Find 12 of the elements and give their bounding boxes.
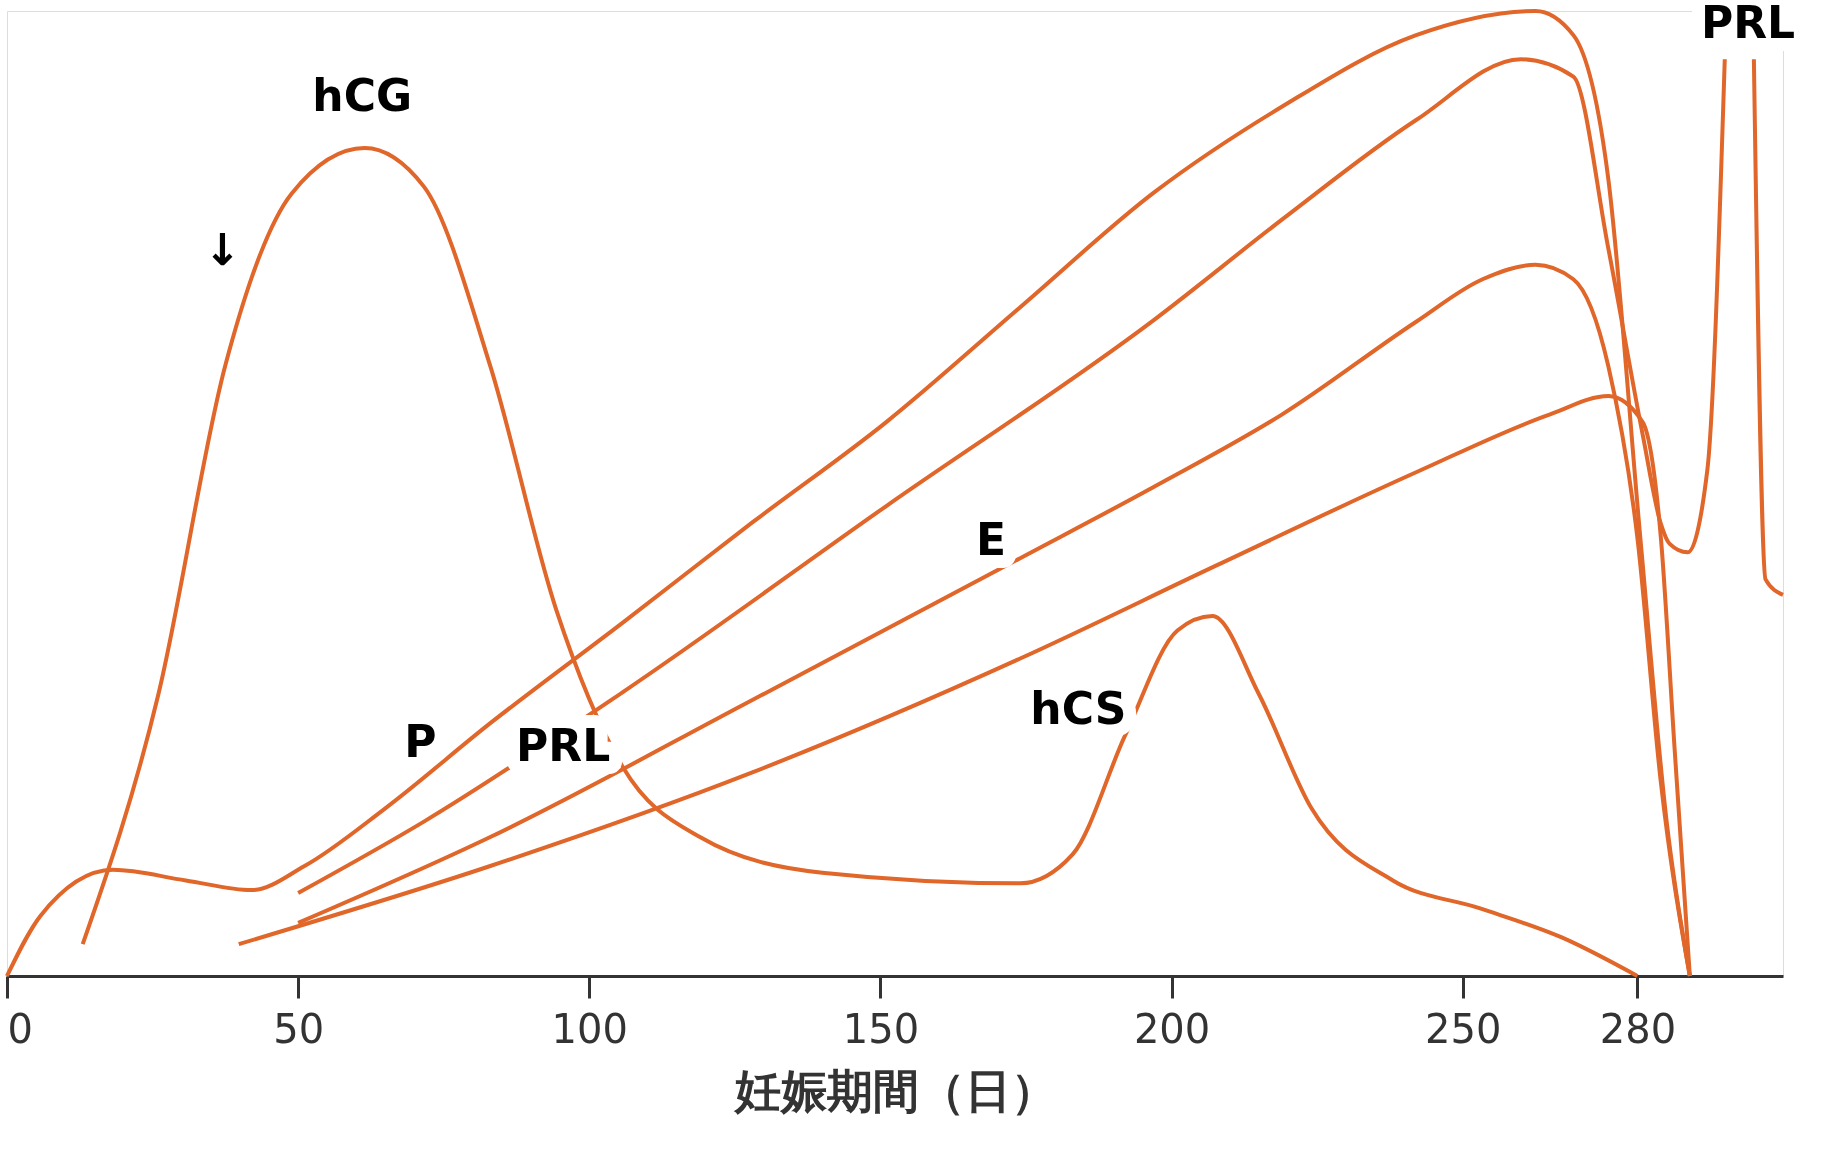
x-tick-label: 0 [7, 1005, 33, 1052]
x-axis-title: 妊娠期間（日） [732, 1063, 1057, 1118]
x-tick-label: 50 [273, 1005, 325, 1052]
x-tick-label: 100 [551, 1005, 628, 1052]
x-tick-label: 250 [1425, 1005, 1502, 1052]
annotation: hCG [312, 69, 413, 121]
annotation: ↓ [204, 224, 241, 276]
x-tick-label: 200 [1133, 1005, 1211, 1052]
x-tick-label: 150 [842, 1005, 920, 1052]
x-tick-label: 280 [1599, 1005, 1677, 1052]
annotation: PRL [1700, 0, 1796, 49]
annotation: P [404, 716, 437, 768]
